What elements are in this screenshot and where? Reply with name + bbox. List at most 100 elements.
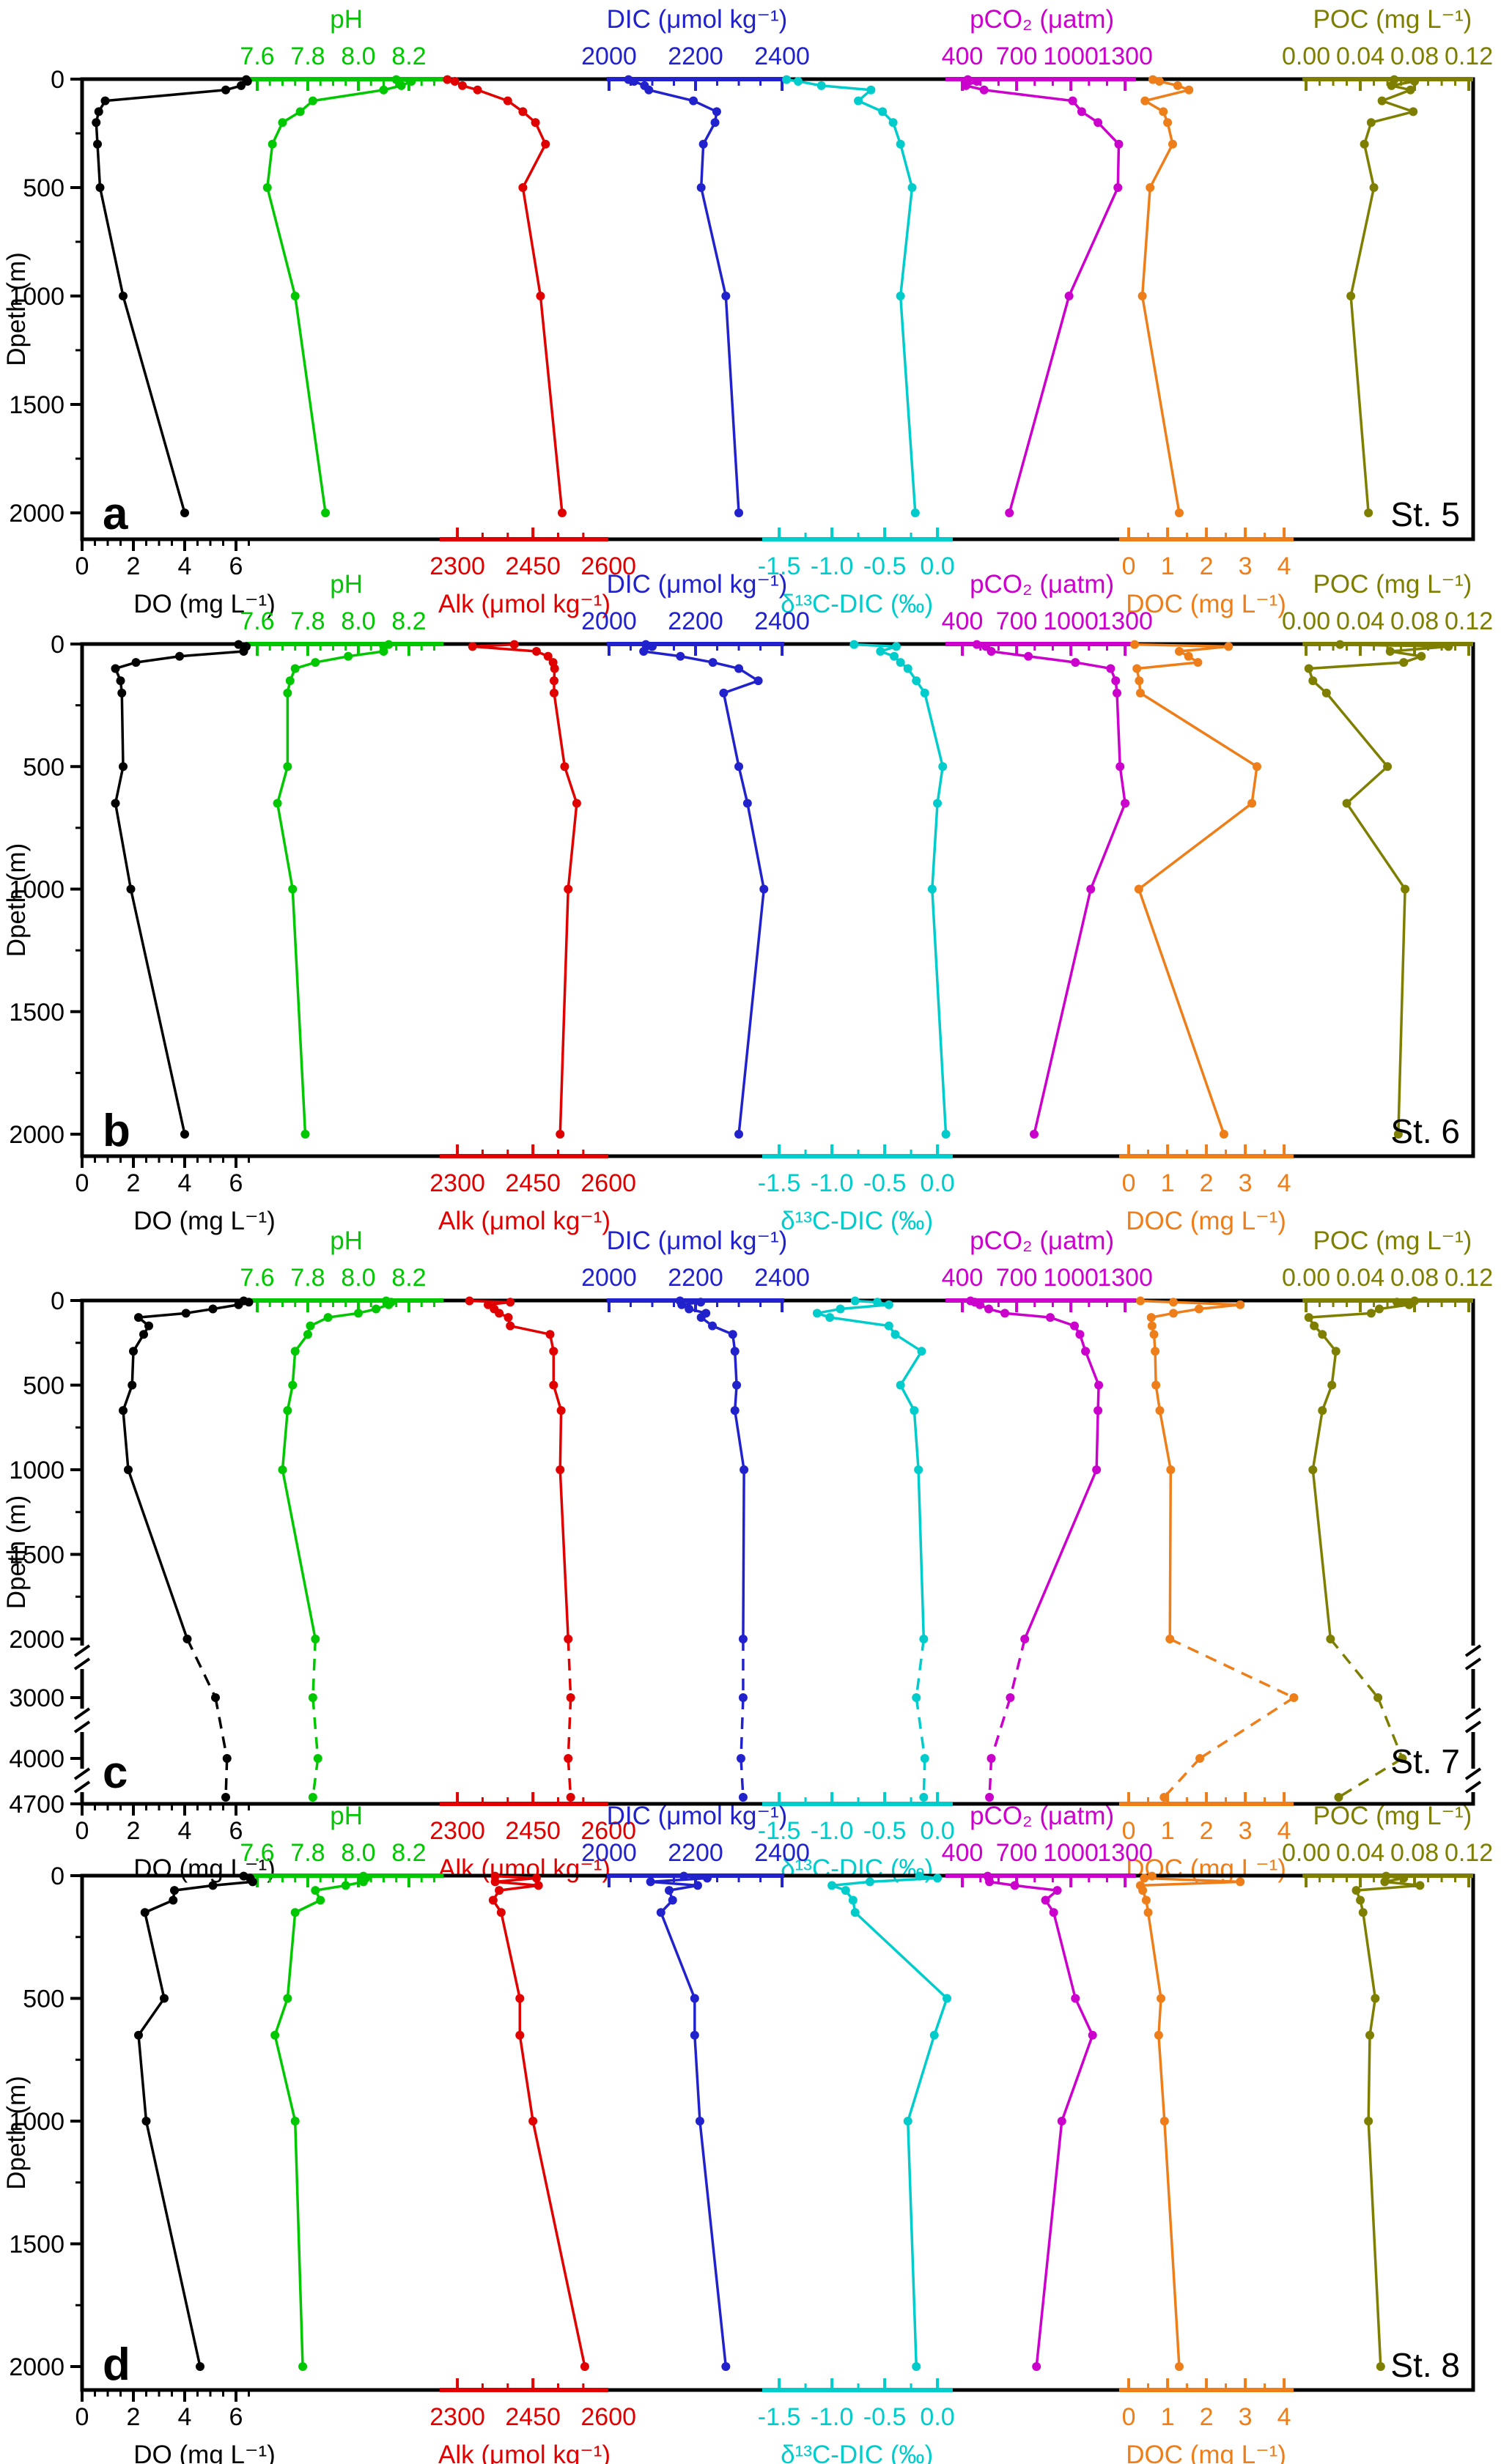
data-point-DIC [753, 676, 763, 686]
series-segment [907, 2035, 936, 2122]
data-point-d13C [910, 1406, 919, 1416]
series-segment [476, 89, 509, 103]
data-point-Alk [564, 1635, 573, 1643]
series-segment [899, 1384, 915, 1411]
data-point-d13C [912, 1693, 921, 1702]
data-point-pH [278, 118, 287, 127]
data-point-d13C [878, 107, 888, 116]
axis-POC: 0.00 0.04 0.08 0.12 POC (mg L⁻¹) [1282, 1802, 1493, 1887]
depth-tick-label: 500 [23, 1372, 64, 1400]
tick-label-DOC: 0 [1122, 552, 1136, 580]
data-point-Alk [503, 96, 512, 106]
tick-label-d13C: -1.5 [758, 1817, 801, 1845]
data-point-DO [118, 292, 128, 300]
data-point-Alk [473, 85, 482, 95]
data-point-DO [111, 799, 120, 808]
data-point-POC [1380, 1877, 1390, 1887]
series-segment [648, 89, 694, 103]
axis-title-DIC: DIC (μmol kg⁻¹) [607, 570, 788, 599]
data-point-DOC [1134, 884, 1143, 894]
data-point-POC [1366, 118, 1376, 127]
data-point-pH [358, 1877, 368, 1887]
tick-label-pH: 8.0 [341, 1264, 375, 1292]
data-point-pH [300, 1130, 310, 1139]
data-point-DOC [1140, 1873, 1149, 1883]
series-segment [722, 692, 740, 767]
series-segment [273, 2035, 297, 2122]
series-segment [1311, 1410, 1324, 1470]
series-segment [906, 2120, 918, 2367]
data-point-DOC [1151, 1380, 1161, 1390]
series-DOC [1135, 1871, 1245, 2371]
data-point-pCO2 [1030, 1130, 1039, 1139]
series-segment [854, 1911, 948, 1999]
series-segment [699, 187, 728, 297]
data-point-POC [1346, 292, 1356, 300]
data-point-DIC [676, 651, 685, 661]
series-segment [1382, 89, 1412, 103]
series-pCO2 [966, 1296, 1104, 1802]
data-point-d13C [896, 658, 905, 667]
series-segment [185, 1307, 213, 1315]
axis-DOC: 0 1 2 3 4 DOC (mg L⁻¹) [1118, 2378, 1294, 2464]
data-point-pH [295, 107, 305, 116]
data-point-pH [344, 651, 353, 661]
tick-label-DO: 4 [178, 2403, 192, 2431]
tick-label-POC: 0.04 [1336, 607, 1384, 635]
data-point-Alk [518, 107, 528, 116]
data-point-Alk [495, 1886, 504, 1895]
data-point-pH [391, 75, 401, 84]
depth-tick-label: 4700 [9, 1791, 64, 1819]
data-point-POC [1304, 1313, 1313, 1322]
data-point-DOC [1130, 640, 1140, 649]
tick-label-DO: 6 [229, 1169, 243, 1197]
series-Alk [468, 640, 581, 1139]
axis-d13C: -1.5 -1.0 -0.5 0.0 δ¹³C-DIC (‰) [758, 2378, 955, 2464]
tick-label-d13C: 0.0 [920, 1817, 954, 1845]
data-point-DOC [1247, 799, 1257, 808]
series-segment [712, 661, 740, 670]
tick-label-DO: 0 [75, 552, 89, 580]
data-point-DOC [1137, 292, 1147, 300]
tick-label-DO: 0 [75, 1817, 89, 1845]
series-segment [328, 1311, 359, 1319]
data-point-Alk [531, 1873, 541, 1883]
tick-label-pCO2: 1300 [1097, 607, 1153, 635]
depth-tick-label: 500 [23, 1986, 64, 2013]
depth-tick-label: 1500 [9, 2231, 64, 2259]
data-point-DO [248, 1877, 257, 1887]
data-point-DOC [1174, 508, 1184, 517]
data-point-d13C [896, 139, 905, 149]
data-point-d13C [927, 884, 937, 894]
data-point-pH [288, 884, 298, 894]
series-DIC [624, 75, 744, 517]
data-point-DIC [690, 1994, 699, 2003]
data-point-DIC [639, 647, 649, 656]
data-point-POC [1365, 2030, 1375, 2040]
tick-label-DOC: 2 [1200, 552, 1214, 580]
data-point-DOC [1138, 1886, 1148, 1895]
series-segment [120, 692, 125, 767]
tick-label-POC: 0.08 [1390, 1264, 1439, 1292]
data-point-DO [131, 658, 141, 667]
series-segment [1173, 1301, 1241, 1306]
data-point-d13C [915, 1871, 924, 1881]
axis-title-pH: pH [330, 5, 363, 34]
data-point-pH [379, 85, 388, 95]
axis-title-DIC: DIC (μmol kg⁻¹) [607, 1227, 788, 1255]
series-segment [495, 1880, 539, 1887]
data-point-POC [1342, 799, 1351, 808]
depth-axis-title: Dpeth (m) [2, 1495, 31, 1610]
data-point-Alk [506, 1298, 515, 1307]
tick-label-DO: 4 [178, 552, 192, 580]
series-segment [1035, 2120, 1063, 2367]
data-point-pH [303, 1330, 312, 1339]
series-segment [311, 1758, 320, 1798]
data-point-DOC [1252, 762, 1261, 772]
data-point-DIC [719, 688, 729, 698]
data-point-DOC [1184, 651, 1193, 661]
panel-letter: d [103, 2339, 130, 2390]
tick-label-pH: 7.6 [240, 607, 274, 635]
